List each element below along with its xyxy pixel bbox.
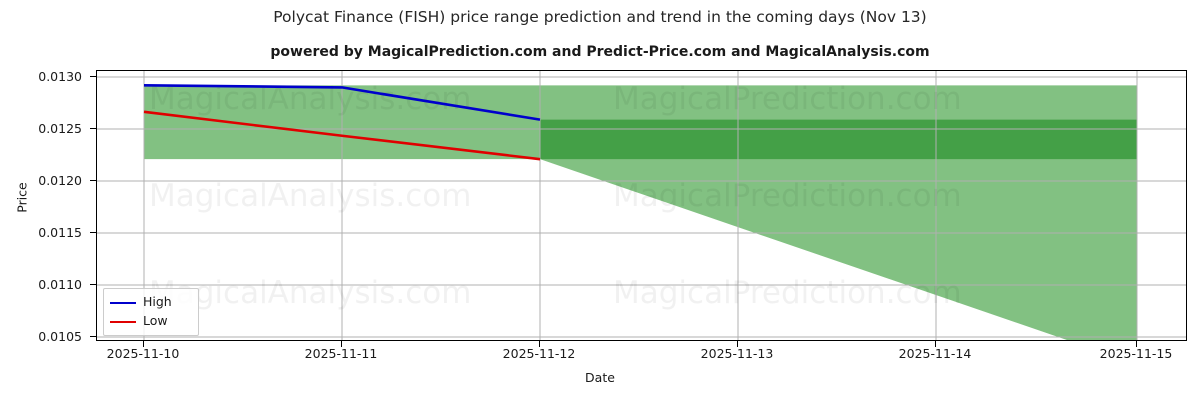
y-axis-title: Price xyxy=(14,182,30,213)
x-tickmark-5 xyxy=(1136,341,1137,347)
y-tick-label-3: 0.0120 xyxy=(38,173,82,188)
chart-subtitle: powered by MagicalPrediction.com and Pre… xyxy=(270,44,930,60)
legend-swatch-low xyxy=(110,320,136,323)
y-tickmark-3 xyxy=(90,180,96,181)
y-tickmark-0 xyxy=(90,336,96,337)
x-tick-label-1: 2025-11-11 xyxy=(304,346,378,361)
x-tick-label-4: 2025-11-14 xyxy=(898,346,972,361)
chart-title: Polycat Finance (FISH) price range predi… xyxy=(273,8,927,26)
y-tickmark-1 xyxy=(90,284,96,285)
x-tick-label-2: 2025-11-12 xyxy=(502,346,576,361)
watermark-4: MagicalAnalysis.com xyxy=(149,275,471,311)
x-tick-label-3: 2025-11-13 xyxy=(700,346,774,361)
band-dark-range-band xyxy=(540,119,1137,160)
watermark-3: MagicalPrediction.com xyxy=(613,178,962,214)
watermark-2: MagicalAnalysis.com xyxy=(149,178,471,214)
series-line-low xyxy=(143,110,541,161)
series-line-high xyxy=(143,84,541,121)
x-axis-title: Date xyxy=(585,370,615,385)
y-tick-label-1: 0.0110 xyxy=(38,277,82,292)
x-tick-label-0: 2025-11-10 xyxy=(106,346,180,361)
legend[interactable]: High Low xyxy=(103,288,199,336)
gridlines xyxy=(97,71,1186,340)
legend-item-low[interactable]: Low xyxy=(110,312,192,331)
plot-area: MagicalAnalysis.com MagicalPrediction.com… xyxy=(96,70,1187,341)
legend-swatch-high xyxy=(110,301,136,304)
y-tick-label-5: 0.0130 xyxy=(38,69,82,84)
x-tick-label-5: 2025-11-15 xyxy=(1099,346,1173,361)
x-tickmark-4 xyxy=(935,341,936,347)
plot-canvas: MagicalAnalysis.com MagicalPrediction.com… xyxy=(97,71,1186,340)
y-tick-label-0: 0.0105 xyxy=(38,329,82,344)
y-tickmark-4 xyxy=(90,128,96,129)
watermark-1: MagicalPrediction.com xyxy=(613,81,962,117)
legend-item-high[interactable]: High xyxy=(110,293,192,312)
x-tickmark-1 xyxy=(341,341,342,347)
y-tickmark-5 xyxy=(90,76,96,77)
series-lines xyxy=(143,84,541,161)
y-tick-label-4: 0.0125 xyxy=(38,121,82,136)
y-tickmark-2 xyxy=(90,232,96,233)
watermark-5: MagicalPrediction.com xyxy=(613,275,962,311)
y-tick-label-2: 0.0115 xyxy=(38,225,82,240)
legend-label-high: High xyxy=(143,294,172,310)
legend-label-low: Low xyxy=(143,313,168,329)
x-tickmark-2 xyxy=(539,341,540,347)
x-tickmark-3 xyxy=(737,341,738,347)
x-tickmark-0 xyxy=(143,341,144,347)
